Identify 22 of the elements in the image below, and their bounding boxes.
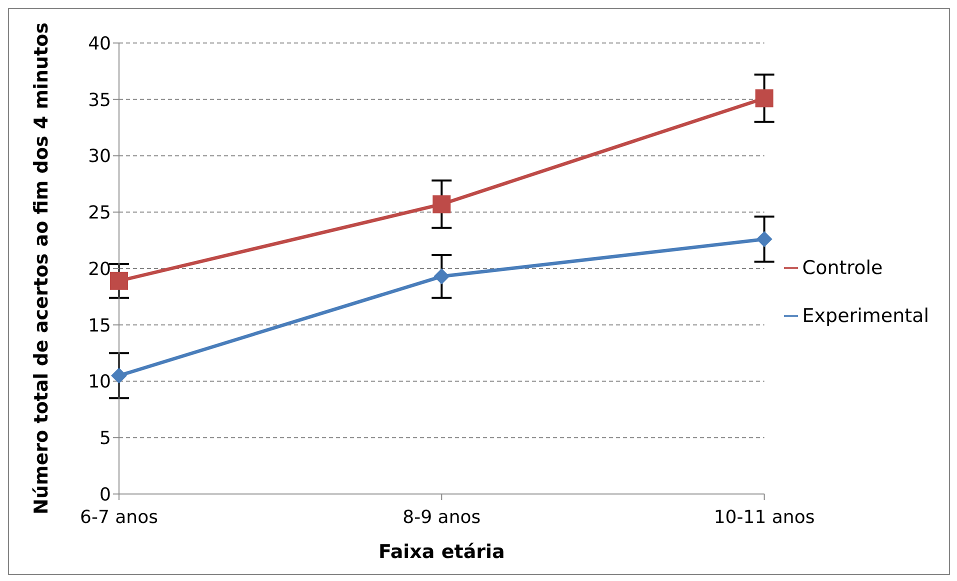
- y-tick-label: 25: [88, 202, 111, 224]
- point: [434, 268, 450, 284]
- legend-label: Controle: [802, 256, 883, 278]
- y-axis-title: Número total de acertos ao fim dos 4 minutos: [30, 22, 53, 515]
- y-tick-label: 5: [100, 428, 111, 450]
- y-tick-label: 30: [88, 146, 111, 168]
- point: [111, 368, 127, 384]
- point: [756, 231, 772, 248]
- y-tick-label: 0: [100, 484, 111, 506]
- y-tick-label: 40: [88, 33, 111, 54]
- x-tick-label: 6-7 anos: [80, 506, 158, 528]
- point: [432, 195, 451, 214]
- x-tick-label: 8-9 anos: [402, 506, 481, 528]
- y-tick-label: 20: [88, 258, 111, 280]
- point: [755, 89, 774, 108]
- legend-label: Experimental: [802, 304, 929, 326]
- y-tick-label: 10: [88, 372, 111, 393]
- x-axis-title: Faixa etária: [378, 541, 505, 563]
- x-tick-label: 10-11 anos: [714, 506, 815, 528]
- point: [110, 272, 128, 290]
- y-tick-label: 15: [88, 315, 111, 336]
- y-tick-label: 35: [88, 90, 111, 111]
